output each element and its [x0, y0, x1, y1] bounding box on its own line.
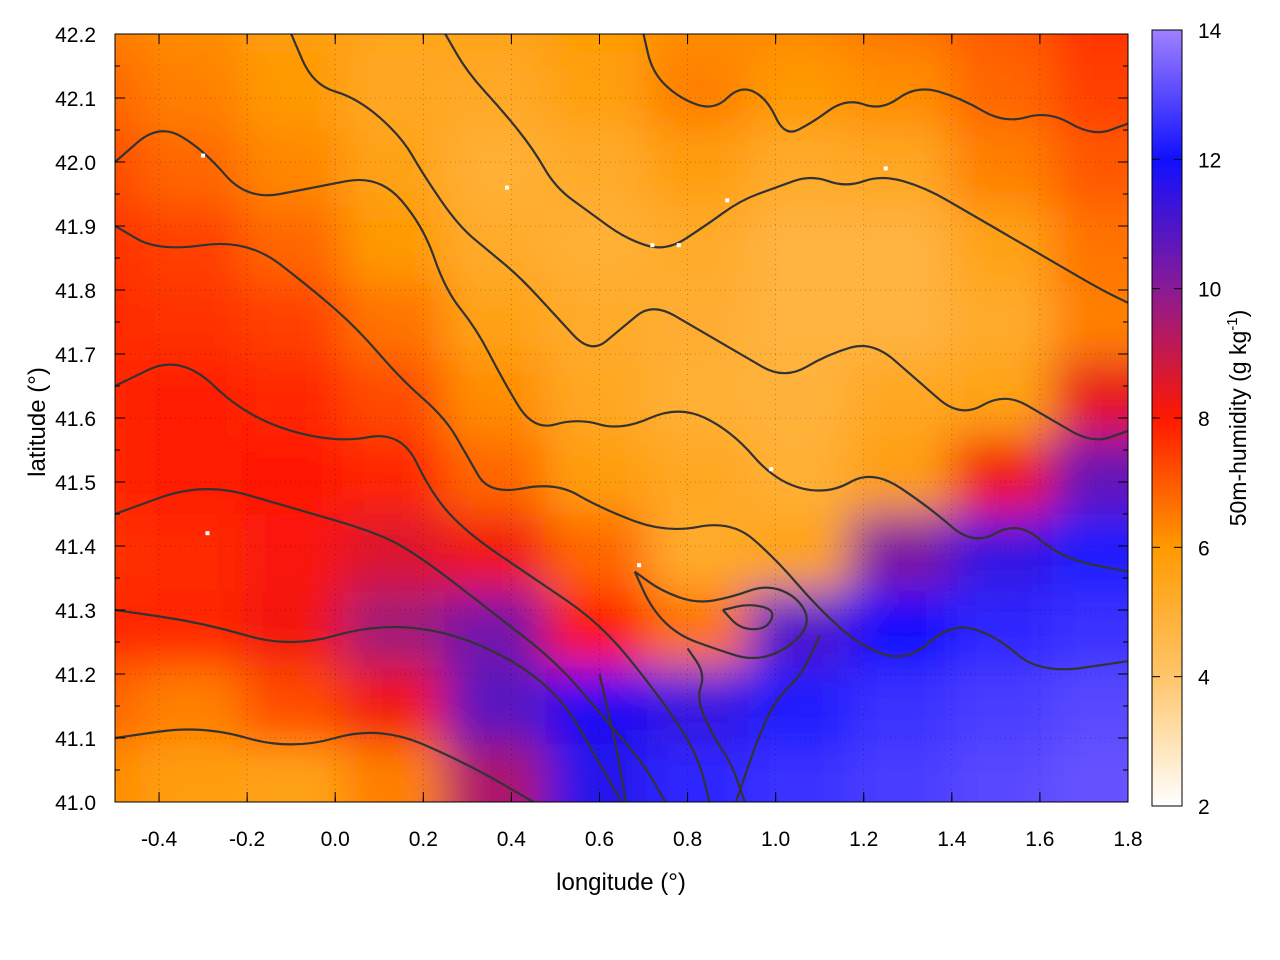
x-tick-label: 1.0 [761, 828, 790, 851]
x-axis: -0.4 -0.2 0.0 0.2 0.4 0.6 0.8 1.0 1.2 1.4 1.6 1.8 [141, 34, 1143, 851]
x-tick-label: 1.6 [1025, 828, 1054, 851]
station-marker [205, 531, 210, 536]
contour-13 [734, 635, 821, 802]
station-marker [676, 243, 681, 248]
colorbar: 2 4 6 8 10 12 14 50m-humidity (g kg-1) [1151, 20, 1251, 819]
grid-lines [115, 34, 1128, 802]
y-tick-label: 42.2 [55, 24, 96, 47]
colorbar-tick-label: 6 [1198, 537, 1210, 560]
heat-cell [1052, 744, 1128, 802]
contour-4 [115, 363, 711, 802]
y-tick-label: 41.0 [55, 792, 96, 815]
y-tick-label: 41.6 [55, 408, 96, 431]
colorbar-tick-label: 8 [1198, 408, 1210, 431]
contour-8 [444, 34, 1128, 304]
y-tick-label: 41.8 [55, 280, 96, 303]
y-tick-label: 41.5 [55, 472, 96, 495]
x-tick-label: 0.6 [585, 828, 614, 851]
station-marker [201, 153, 206, 158]
colorbar-tick-label: 4 [1198, 667, 1210, 690]
colorbar-tick-label: 2 [1198, 796, 1210, 819]
x-tick-label: 1.4 [937, 828, 967, 851]
contour-7 [290, 34, 1128, 441]
colorbar-tick-label: 14 [1198, 20, 1222, 43]
station-marker [504, 185, 509, 190]
humidity-field [115, 34, 1128, 802]
x-tick-label: 0.2 [409, 828, 438, 851]
x-tick-label: 1.8 [1113, 828, 1142, 851]
station-markers [201, 153, 888, 568]
y-axis-label: latitude (°) [24, 367, 51, 477]
contour-3 [115, 488, 667, 802]
x-tick-label: 0.8 [673, 828, 702, 851]
colorbar-ticks: 2 4 6 8 10 12 14 [1152, 20, 1222, 819]
colorbar-tick-label: 10 [1198, 279, 1221, 302]
contour-10 [633, 570, 808, 660]
y-tick-label: 42.1 [55, 88, 96, 111]
colorbar-label-main: 50m-humidity (g kg [1225, 331, 1251, 527]
y-tick-label: 41.2 [55, 664, 96, 687]
colorbar-label: 50m-humidity (g kg-1) [1224, 310, 1251, 527]
contour-lines [115, 34, 1128, 802]
plot-area [115, 34, 1128, 802]
x-axis-label: longitude (°) [556, 869, 686, 896]
x-tick-label: 0.4 [497, 828, 527, 851]
y-tick-label: 41.7 [55, 344, 96, 367]
x-tick-label: 1.2 [849, 828, 878, 851]
station-marker [769, 467, 774, 472]
station-marker [725, 198, 730, 203]
y-tick-label: 41.9 [55, 216, 96, 239]
y-tick-label: 41.4 [55, 536, 96, 559]
contour-5 [115, 225, 1128, 671]
y-tick-label: 41.3 [55, 600, 96, 623]
contour-12 [686, 647, 746, 802]
contour-11 [721, 604, 774, 631]
y-tick-label: 42.0 [55, 152, 96, 175]
y-tick-label: 41.1 [55, 728, 96, 751]
contour-2 [115, 608, 623, 802]
station-marker [650, 243, 655, 248]
contour-1 [115, 728, 534, 802]
contour-14 [598, 673, 627, 802]
y-axis: 41.0 41.1 41.2 41.3 41.4 41.5 41.6 41.7 41.8 41.9… [55, 24, 1128, 815]
contour-9 [642, 34, 1128, 134]
contour-6 [115, 130, 1128, 573]
colorbar-tick-label: 12 [1198, 149, 1221, 172]
station-marker [883, 166, 888, 171]
station-marker [637, 563, 642, 568]
colorbar-label-sup: -1 [1224, 317, 1241, 330]
x-tick-label: -0.4 [141, 828, 178, 851]
x-tick-label: 0.0 [321, 828, 350, 851]
colorbar-label-end: ) [1225, 310, 1251, 318]
x-tick-label: -0.2 [229, 828, 265, 851]
